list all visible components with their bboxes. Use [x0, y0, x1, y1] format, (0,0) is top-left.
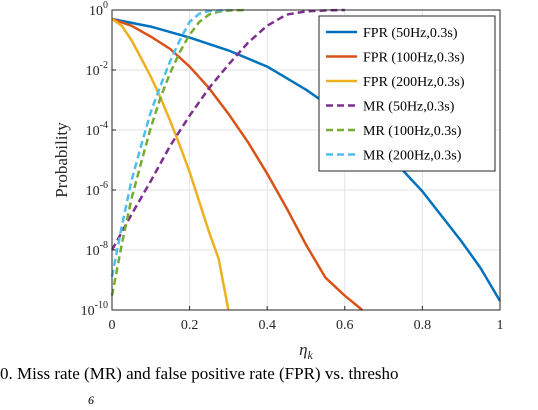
- figure-caption: 0. Miss rate (MR) and false positive rat…: [0, 364, 399, 383]
- series-line-4: [110, 8, 345, 251]
- y-tick-label: 10-4: [86, 120, 108, 139]
- figure-caption-continued: 6: [88, 393, 94, 407]
- chart: 0 0.2 0.4 0.6 0.8 1 10010-210-410-610-810-10 …: [52, 0, 504, 362]
- y-axis-label: Probability: [52, 122, 71, 198]
- x-tick-label: 0.8: [414, 318, 432, 333]
- x-axis-label: ηk: [299, 340, 313, 362]
- y-tick-label: 10-2: [86, 60, 108, 79]
- x-tick-label: 1: [497, 318, 504, 333]
- x-tick-label: 0.4: [258, 318, 276, 333]
- x-tick-labels: 0 0.2 0.4 0.6 0.8 1: [109, 306, 504, 333]
- y-tick-label: 10-6: [86, 180, 108, 199]
- series-line-5: [110, 8, 248, 296]
- legend-label: FPR (200Hz,0.3s): [363, 75, 465, 90]
- y-tick-label: 10-8: [86, 240, 108, 259]
- legend-label: MR (50Hz,0.3s): [363, 100, 455, 115]
- x-tick-label: 0: [109, 318, 116, 333]
- legend-label: FPR (100Hz,0.3s): [363, 51, 465, 66]
- series-line-6: [110, 8, 229, 277]
- legend-box: [318, 15, 496, 172]
- y-tick-label: 10-10: [81, 300, 108, 319]
- legend-label: MR (100Hz,0.3s): [363, 124, 462, 139]
- legend: FPR (50Hz,0.3s) FPR (100Hz,0.3s) FPR (200H…: [318, 15, 496, 172]
- x-axis-label-sub: k: [308, 348, 314, 362]
- legend-label: MR (200Hz,0.3s): [363, 149, 462, 164]
- plot-frame: [111, 9, 501, 311]
- y-tick-labels: 100 10-2 10-4 10-6 10-8 10-10: [81, 0, 116, 319]
- x-axis-label-main: η: [299, 340, 307, 359]
- y-tick-label: 100: [89, 0, 108, 19]
- legend-label: FPR (50Hz,0.3s): [363, 26, 458, 41]
- series-line-3: [111, 17, 230, 311]
- x-tick-label: 0.2: [181, 318, 199, 333]
- x-tick-label: 0.6: [336, 318, 354, 333]
- series-line-2: [111, 17, 364, 311]
